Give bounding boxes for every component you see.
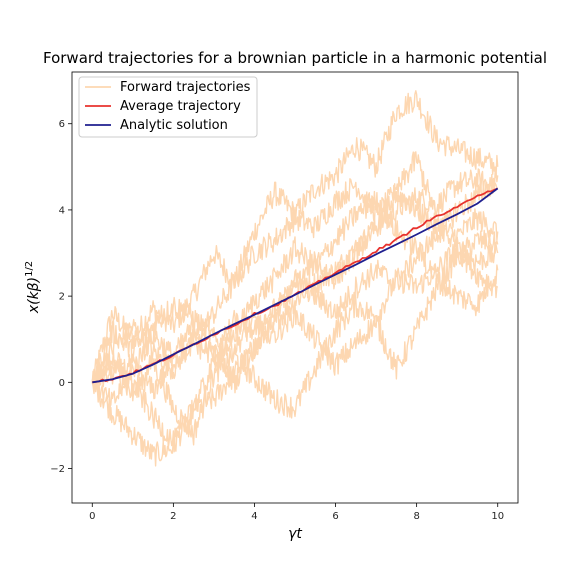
x-tick-label: 4: [251, 511, 257, 522]
x-tick-label: 8: [413, 511, 419, 522]
x-axis-label: γt: [288, 526, 302, 542]
x-axis-ticks: 0 2 4 6 8 10: [89, 503, 504, 522]
forward-trajectory-line: [91, 229, 499, 386]
forward-trajectory-line: [91, 178, 499, 390]
forward-trajectory-line: [91, 151, 499, 400]
legend: Forward trajectories Average trajectory …: [78, 76, 258, 138]
plot-border: [71, 71, 519, 504]
y-axis-label-base: x(kβ): [26, 277, 42, 314]
legend-label-average: Average trajectory: [120, 99, 241, 114]
analytic-solution-layer: [92, 187, 499, 384]
y-axis-label: x(kβ)1/2: [24, 261, 42, 314]
y-tick-label: 2: [59, 292, 65, 303]
plot-area: [71, 71, 519, 504]
y-tick-label: −2: [50, 464, 65, 475]
x-tick-label: 6: [332, 511, 338, 522]
y-tick-label: 6: [59, 119, 65, 130]
forward-trajectory-line: [91, 170, 499, 408]
x-tick-label: 0: [89, 511, 95, 522]
y-axis-label-exponent: 1/2: [24, 261, 35, 277]
legend-label-analytic: Analytic solution: [120, 118, 228, 133]
y-tick-label: 4: [59, 205, 65, 216]
x-tick-label: 2: [170, 511, 176, 522]
legend-box: [78, 76, 258, 138]
forward-trajectories-layer: [91, 90, 499, 467]
legend-label-forward: Forward trajectories: [120, 80, 251, 95]
forward-trajectory-line: [91, 236, 499, 446]
y-axis-ticks: −2 0 2 4 6: [50, 119, 72, 475]
y-tick-label: 0: [59, 378, 65, 389]
forward-trajectory-line: [91, 190, 499, 453]
chart-title: Forward trajectories for a brownian part…: [43, 49, 547, 67]
x-tick-label: 10: [491, 511, 504, 522]
analytic-solution-line: [92, 187, 499, 384]
